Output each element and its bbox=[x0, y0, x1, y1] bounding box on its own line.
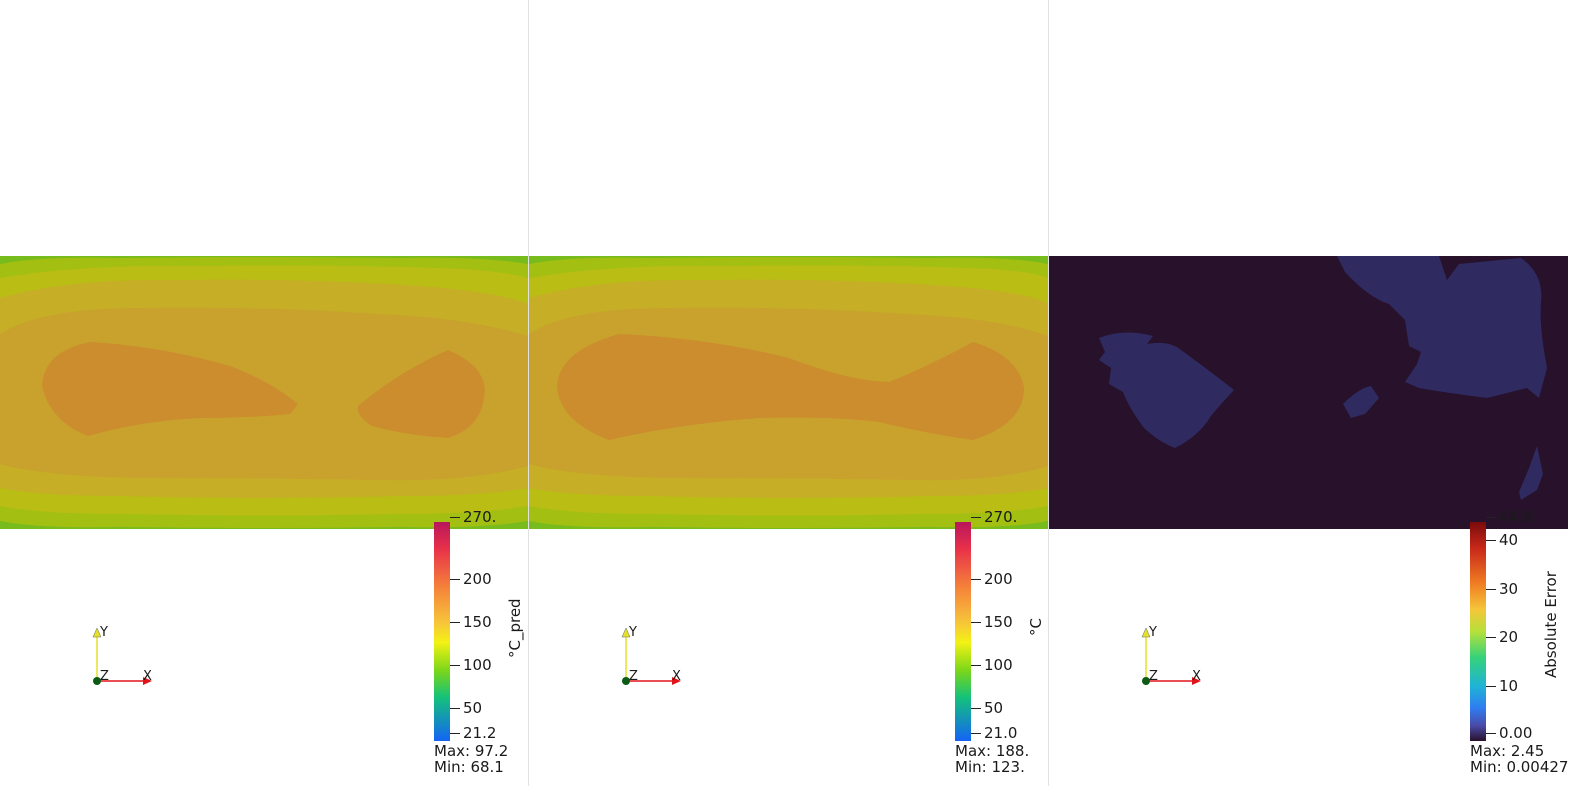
colorbar-tick: 200 bbox=[463, 570, 492, 588]
colorbar-tick: 30 bbox=[1499, 580, 1519, 598]
viewport-predicted[interactable]: 270. 200 150 100 50 21.2 °C_pred Max: 97… bbox=[0, 0, 528, 786]
colorbar-tick: 150 bbox=[984, 613, 1013, 631]
colorbar-tick: 21.0 bbox=[984, 724, 1018, 742]
colorbar-tick: 270. bbox=[984, 508, 1018, 526]
axis-y-label: Y bbox=[629, 625, 637, 640]
axis-x-label: X bbox=[1192, 669, 1201, 684]
range-min-label: Min: 123. bbox=[955, 758, 1025, 776]
viewport-divider bbox=[528, 0, 529, 786]
colorbar-tick: 50 bbox=[463, 699, 483, 717]
colorbar-gradient bbox=[1470, 522, 1486, 741]
colorbar-tick: 40 bbox=[1499, 531, 1519, 549]
axis-y-label: Y bbox=[1149, 625, 1157, 640]
range-min-label: Min: 0.00427 bbox=[1470, 758, 1569, 776]
range-max-label: Max: 2.45 bbox=[1470, 742, 1545, 760]
viewport-divider bbox=[1048, 0, 1049, 786]
axis-z-label: Z bbox=[629, 669, 638, 684]
colorbar-title: °C_pred bbox=[506, 598, 524, 658]
colorbar-tick: 100 bbox=[463, 656, 492, 674]
orientation-axes-widget bbox=[92, 628, 152, 685]
range-max-label: Max: 97.2 bbox=[434, 742, 509, 760]
colorbar-gradient bbox=[955, 522, 971, 741]
viewport-absolute-error[interactable]: 44.6 40 30 20 10 0.00 Absolute Error Max… bbox=[1049, 0, 1582, 786]
colorbar-tick: 44.6 bbox=[1499, 508, 1533, 526]
axis-x-label: X bbox=[672, 669, 681, 684]
colorbar-tick: 100 bbox=[984, 656, 1013, 674]
colorbar-tick: 50 bbox=[984, 699, 1004, 717]
colorbar-title: °C bbox=[1027, 618, 1045, 636]
colorbar-tick: 200 bbox=[984, 570, 1013, 588]
colorbar-gradient bbox=[434, 522, 450, 741]
absolute-error-field[interactable] bbox=[1049, 256, 1568, 529]
colorbar-tick: 10 bbox=[1499, 677, 1519, 695]
temperature-field[interactable] bbox=[529, 256, 1048, 529]
colorbar-tick: 20 bbox=[1499, 628, 1519, 646]
colorbar-tick: 270. bbox=[463, 508, 497, 526]
range-max-label: Max: 188. bbox=[955, 742, 1030, 760]
temperature-pred-field[interactable] bbox=[0, 256, 528, 529]
axis-x-label: X bbox=[143, 669, 152, 684]
colorbar-tick: 150 bbox=[463, 613, 492, 631]
orientation-axes-widget bbox=[1141, 628, 1201, 685]
axis-z-label: Z bbox=[100, 669, 109, 684]
axis-z-label: Z bbox=[1149, 669, 1158, 684]
viewport-ground-truth[interactable]: 270. 200 150 100 50 21.0 °C Max: 188. Mi… bbox=[529, 0, 1048, 786]
colorbar-tick: 0.00 bbox=[1499, 724, 1533, 742]
range-min-label: Min: 68.1 bbox=[434, 758, 504, 776]
axis-y-label: Y bbox=[100, 625, 108, 640]
colorbar-title: Absolute Error bbox=[1542, 571, 1560, 678]
colorbar-tick: 21.2 bbox=[463, 724, 497, 742]
orientation-axes-widget bbox=[621, 628, 681, 685]
